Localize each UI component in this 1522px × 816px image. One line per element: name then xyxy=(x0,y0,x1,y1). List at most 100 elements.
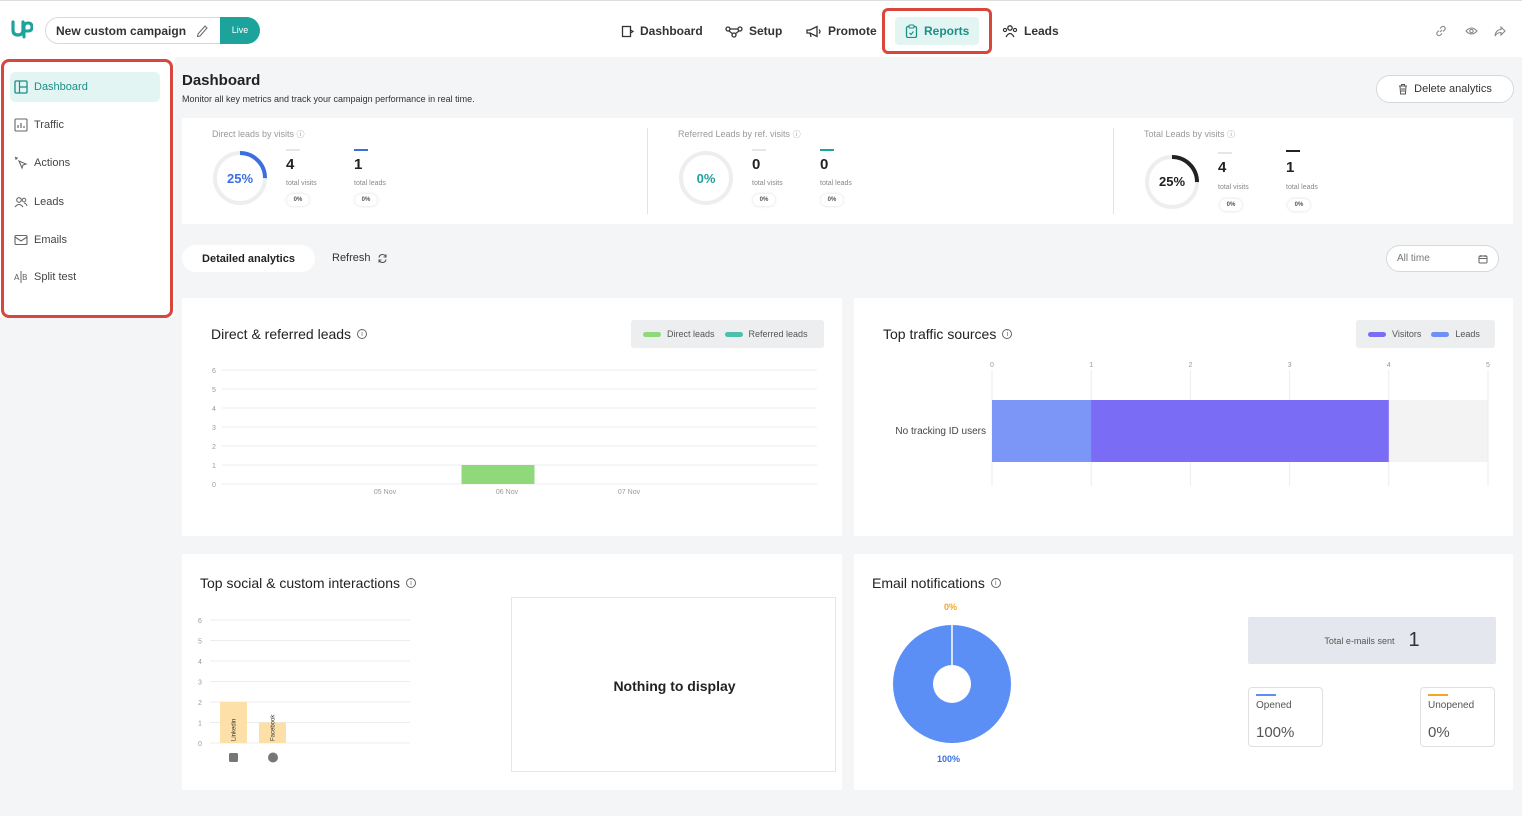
visits-dash xyxy=(286,149,300,151)
nav-dashboard[interactable]: Dashboard xyxy=(621,17,703,45)
direct-referred-panel: Direct & referred leads i Direct leads R… xyxy=(182,298,842,536)
nav-setup-label: Setup xyxy=(749,24,783,38)
layout-icon xyxy=(14,80,28,94)
nav-leads[interactable]: Leads xyxy=(1002,17,1059,45)
date-range-selector[interactable]: All time xyxy=(1386,245,1499,272)
bar-label: Facebook xyxy=(271,714,277,741)
opened-value: 100% xyxy=(1256,724,1295,741)
app-logo[interactable] xyxy=(11,19,33,39)
referred-visits-value: 0 xyxy=(752,156,761,173)
bar-chart-icon xyxy=(14,118,28,132)
empty-state-box: Nothing to display xyxy=(511,597,836,772)
x-tick-label: 5 xyxy=(1486,362,1490,369)
y-tick-label: 2 xyxy=(212,444,216,451)
direct-referred-legend: Direct leads Referred leads xyxy=(631,320,824,348)
x-tick-label: 1 xyxy=(1089,362,1093,369)
y-tick-label: 5 xyxy=(198,639,202,646)
unopened-label: Unopened xyxy=(1428,700,1475,711)
leads-dash xyxy=(820,149,834,151)
tab-detailed-analytics[interactable]: Detailed analytics xyxy=(182,245,315,272)
stat-referred-label: Referred Leads by ref. visits ⓘ xyxy=(678,129,801,139)
legend-swatch-leads xyxy=(1431,331,1450,337)
facebook-icon-bg xyxy=(268,752,278,763)
sidebar-item-leads[interactable]: Leads xyxy=(10,187,160,217)
opened-line xyxy=(1256,694,1276,696)
sidebar-item-label: Dashboard xyxy=(34,81,88,93)
traffic-sources-panel: Top traffic sources i Visitors Leads 0 1 2… xyxy=(854,298,1513,536)
total-emails-value: 1 xyxy=(1408,629,1420,651)
direct-referred-title: Direct & referred leads i xyxy=(211,326,368,342)
y-tick-label: 0 xyxy=(198,741,202,748)
refresh-label: Refresh xyxy=(332,252,371,264)
direct-visits-pct: 0% xyxy=(287,194,309,206)
email-notifications-title: Email notifications i xyxy=(872,575,1001,591)
referred-leads-label: total leads xyxy=(820,180,852,187)
direct-gauge-percent: 25% xyxy=(226,171,254,186)
legend-swatch-visitors xyxy=(1368,331,1386,337)
panel-title-text: Top social & custom interactions xyxy=(200,575,400,591)
y-tick-label: 6 xyxy=(212,368,216,375)
nav-promote[interactable]: Promote xyxy=(805,17,877,45)
sidebar-item-label: Actions xyxy=(34,157,71,169)
nav-setup[interactable]: Setup xyxy=(725,17,782,45)
x-tick-label: 2 xyxy=(1188,362,1192,369)
refresh-button[interactable]: Refresh xyxy=(332,252,388,264)
nothing-to-display-text: Nothing to display xyxy=(613,678,736,694)
people-group-icon xyxy=(1002,24,1018,38)
reports-highlight-outline xyxy=(882,8,992,54)
pie-hole xyxy=(933,665,971,703)
eye-preview-icon[interactable] xyxy=(1462,22,1480,40)
linkedin-icon-bg xyxy=(229,753,238,762)
referred-visits-pct: 0% xyxy=(753,194,775,206)
y-tick-label: 0 xyxy=(212,482,216,489)
referred-leads-pct: 0% xyxy=(821,194,843,206)
bar-linkedin xyxy=(220,702,247,743)
nav-reports[interactable]: Reports xyxy=(895,17,980,45)
facebook-icon xyxy=(268,752,278,763)
share-arrow-icon[interactable] xyxy=(1491,22,1509,40)
sidebar-highlight-outline xyxy=(1,59,173,318)
direct-gauge xyxy=(212,150,268,206)
total-leads-label: total leads xyxy=(1286,184,1318,191)
referred-visits-label: total visits xyxy=(752,180,783,187)
total-visits-label: total visits xyxy=(1218,184,1249,191)
leads-dash xyxy=(1286,150,1300,152)
sidebar-item-traffic[interactable]: Traffic xyxy=(10,110,160,140)
info-icon[interactable]: i xyxy=(357,329,368,339)
y-tick-label: 1 xyxy=(198,721,202,728)
unopened-value: 0% xyxy=(1428,724,1450,741)
info-icon[interactable]: i xyxy=(1002,329,1013,339)
campaign-selector[interactable]: New custom campaign Live xyxy=(45,17,260,44)
nav-reports-label: Reports xyxy=(924,24,970,38)
legend-swatch-referred xyxy=(724,331,743,337)
link-icon[interactable] xyxy=(1432,22,1450,40)
bar-label: Linkedin xyxy=(232,719,238,741)
direct-leads-value: 1 xyxy=(354,156,363,173)
total-emails-sent-card: Total e-mails sent 1 xyxy=(1248,617,1496,664)
campaign-name: New custom campaign xyxy=(56,24,187,38)
refresh-icon xyxy=(377,253,388,264)
dashboard-icon xyxy=(621,25,634,38)
live-status-badge[interactable]: Live xyxy=(220,17,260,44)
sidebar-item-actions[interactable]: Actions xyxy=(10,148,160,178)
direct-visits-label: total visits xyxy=(286,180,317,187)
x-tick-label: 0 xyxy=(990,362,994,369)
total-emails-label: Total e-mails sent xyxy=(1324,635,1395,646)
edit-pencil-icon[interactable] xyxy=(196,23,208,37)
info-icon[interactable]: i xyxy=(405,578,416,588)
sidebar-item-label: Emails xyxy=(34,234,68,246)
sidebar-item-dashboard[interactable]: Dashboard xyxy=(10,72,160,102)
page-title: Dashboard xyxy=(182,72,261,89)
referred-leads-value: 0 xyxy=(820,156,829,173)
sidebar-item-emails[interactable]: Emails xyxy=(10,225,160,255)
delete-analytics-button[interactable]: Delete analytics xyxy=(1376,75,1514,103)
traffic-sources-chart: 0 1 2 3 4 5 No tracking ID users xyxy=(895,362,1490,486)
divider xyxy=(1113,128,1114,214)
x-tick-label: 06 Nov xyxy=(496,489,519,496)
users-icon xyxy=(14,195,28,209)
direct-referred-chart: 0 1 2 3 4 5 6 05 Nov 06 Nov 07 Nov xyxy=(212,368,817,496)
info-icon[interactable]: i xyxy=(990,578,1001,588)
legend-referred-label: Referred leads xyxy=(748,329,808,339)
referred-gauge xyxy=(678,150,734,206)
